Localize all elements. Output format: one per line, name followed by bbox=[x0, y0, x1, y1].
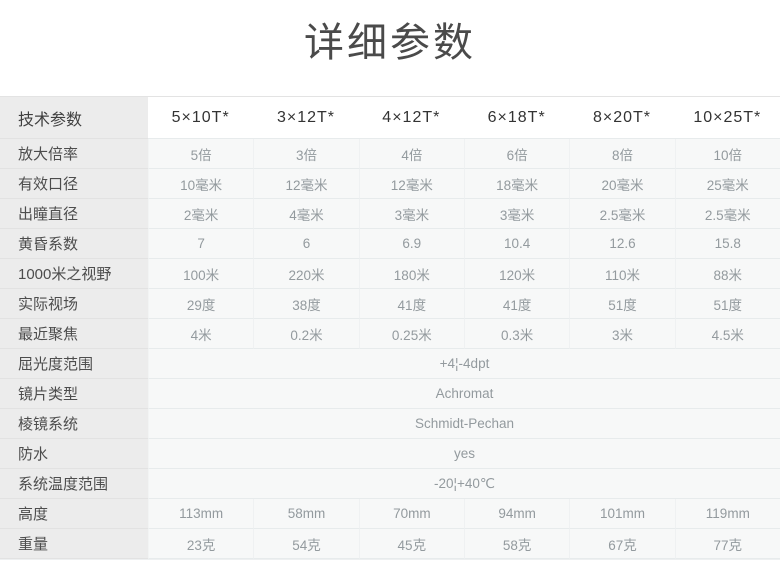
spec-value: 2.5毫米 bbox=[569, 199, 675, 229]
spec-value: 6 bbox=[253, 229, 359, 259]
table-row: 1000米之视野 100米 220米 180米 120米 110米 88米 bbox=[0, 259, 780, 289]
spec-value: 41度 bbox=[463, 289, 570, 319]
spec-value: 7 bbox=[148, 229, 254, 259]
row-label: 黄昏系数 bbox=[0, 229, 148, 259]
table-row: 系统温度范围 -20¦+40℃ bbox=[0, 469, 780, 499]
spec-value: 41度 bbox=[358, 289, 464, 319]
row-label: 出瞳直径 bbox=[0, 199, 148, 229]
model-column-header: 10×25T* bbox=[674, 97, 780, 139]
spec-value: 38度 bbox=[253, 289, 359, 319]
spec-value-span: yes bbox=[148, 439, 780, 469]
model-column-header: 5×10T* bbox=[148, 97, 254, 139]
spec-value: 10.4 bbox=[463, 229, 570, 259]
spec-value: 180米 bbox=[358, 259, 464, 289]
spec-value: 110米 bbox=[569, 259, 675, 289]
spec-value: 6倍 bbox=[463, 139, 570, 169]
spec-value: 4倍 bbox=[358, 139, 464, 169]
spec-value: 45克 bbox=[358, 529, 464, 559]
spec-value: 4米 bbox=[148, 319, 254, 349]
spec-value: 58mm bbox=[253, 499, 359, 529]
spec-value: 3倍 bbox=[253, 139, 359, 169]
spec-value: 12毫米 bbox=[358, 169, 464, 199]
spec-value: 100米 bbox=[148, 259, 254, 289]
spec-value: 70mm bbox=[358, 499, 464, 529]
table-row: 屈光度范围 +4¦-4dpt bbox=[0, 349, 780, 379]
table-row: 出瞳直径 2毫米 4毫米 3毫米 3毫米 2.5毫米 2.5毫米 bbox=[0, 199, 780, 229]
spec-value: 54克 bbox=[253, 529, 359, 559]
spec-value: 20毫米 bbox=[569, 169, 675, 199]
row-label: 实际视场 bbox=[0, 289, 148, 319]
spec-value: 5倍 bbox=[148, 139, 254, 169]
header-label: 技术参数 bbox=[0, 97, 148, 139]
row-label: 镜片类型 bbox=[0, 379, 148, 409]
row-label: 重量 bbox=[0, 529, 148, 559]
spec-value: 6.9 bbox=[358, 229, 464, 259]
spec-value-span: -20¦+40℃ bbox=[148, 469, 780, 499]
spec-value: 12.6 bbox=[569, 229, 675, 259]
spec-value: 4.5米 bbox=[674, 319, 780, 349]
spec-value: 51度 bbox=[674, 289, 780, 319]
row-label: 高度 bbox=[0, 499, 148, 529]
spec-value: 15.8 bbox=[674, 229, 780, 259]
table-row: 镜片类型 Achromat bbox=[0, 379, 780, 409]
table-row: 实际视场 29度 38度 41度 41度 51度 51度 bbox=[0, 289, 780, 319]
spec-value: 3米 bbox=[569, 319, 675, 349]
spec-value: 29度 bbox=[148, 289, 254, 319]
spec-table: 技术参数 5×10T* 3×12T* 4×12T* 6×18T* 8×20T* … bbox=[0, 96, 780, 560]
row-label: 系统温度范围 bbox=[0, 469, 148, 499]
model-column-header: 8×20T* bbox=[569, 97, 675, 139]
spec-value: 2.5毫米 bbox=[674, 199, 780, 229]
spec-value: 220米 bbox=[253, 259, 359, 289]
model-column-header: 3×12T* bbox=[253, 97, 359, 139]
spec-value: 0.3米 bbox=[463, 319, 570, 349]
spec-value: 23克 bbox=[148, 529, 254, 559]
model-column-header: 6×18T* bbox=[463, 97, 570, 139]
spec-value: 58克 bbox=[463, 529, 570, 559]
table-row: 有效口径 10毫米 12毫米 12毫米 18毫米 20毫米 25毫米 bbox=[0, 169, 780, 199]
row-label: 棱镜系统 bbox=[0, 409, 148, 439]
row-label: 防水 bbox=[0, 439, 148, 469]
spec-value: 77克 bbox=[674, 529, 780, 559]
row-label: 放大倍率 bbox=[0, 139, 148, 169]
spec-value-span: Achromat bbox=[148, 379, 780, 409]
spec-value: 2毫米 bbox=[148, 199, 254, 229]
table-row: 黄昏系数 7 6 6.9 10.4 12.6 15.8 bbox=[0, 229, 780, 259]
spec-value: 119mm bbox=[674, 499, 780, 529]
spec-value: 12毫米 bbox=[253, 169, 359, 199]
table-row: 高度 113mm 58mm 70mm 94mm 101mm 119mm bbox=[0, 499, 780, 529]
spec-value: 3毫米 bbox=[463, 199, 570, 229]
spec-value: 51度 bbox=[569, 289, 675, 319]
table-row: 最近聚焦 4米 0.2米 0.25米 0.3米 3米 4.5米 bbox=[0, 319, 780, 349]
spec-value: 10毫米 bbox=[148, 169, 254, 199]
row-label: 最近聚焦 bbox=[0, 319, 148, 349]
spec-value: 0.2米 bbox=[253, 319, 359, 349]
table-row: 放大倍率 5倍 3倍 4倍 6倍 8倍 10倍 bbox=[0, 139, 780, 169]
page-title: 详细参数 bbox=[304, 21, 476, 65]
spec-value: 101mm bbox=[569, 499, 675, 529]
table-row: 棱镜系统 Schmidt-Pechan bbox=[0, 409, 780, 439]
spec-value: 18毫米 bbox=[463, 169, 570, 199]
spec-value: 8倍 bbox=[569, 139, 675, 169]
row-label: 有效口径 bbox=[0, 169, 148, 199]
table-row: 重量 23克 54克 45克 58克 67克 77克 bbox=[0, 529, 780, 559]
spec-value-span: +4¦-4dpt bbox=[148, 349, 780, 379]
spec-value: 4毫米 bbox=[253, 199, 359, 229]
spec-value-span: Schmidt-Pechan bbox=[148, 409, 780, 439]
spec-value: 120米 bbox=[463, 259, 570, 289]
table-header-row: 技术参数 5×10T* 3×12T* 4×12T* 6×18T* 8×20T* … bbox=[0, 97, 780, 139]
spec-value: 10倍 bbox=[674, 139, 780, 169]
row-label: 1000米之视野 bbox=[0, 259, 148, 289]
model-column-header: 4×12T* bbox=[358, 97, 464, 139]
spec-value: 25毫米 bbox=[674, 169, 780, 199]
spec-table-body: 放大倍率 5倍 3倍 4倍 6倍 8倍 10倍 有效口径 10毫米 12毫米 12毫米 18毫米 20毫… bbox=[0, 139, 780, 559]
spec-value: 113mm bbox=[148, 499, 254, 529]
row-label: 屈光度范围 bbox=[0, 349, 148, 379]
table-row: 防水 yes bbox=[0, 439, 780, 469]
spec-value: 0.25米 bbox=[358, 319, 464, 349]
spec-value: 67克 bbox=[569, 529, 675, 559]
spec-value: 94mm bbox=[463, 499, 570, 529]
spec-value: 88米 bbox=[674, 259, 780, 289]
spec-value: 3毫米 bbox=[358, 199, 464, 229]
